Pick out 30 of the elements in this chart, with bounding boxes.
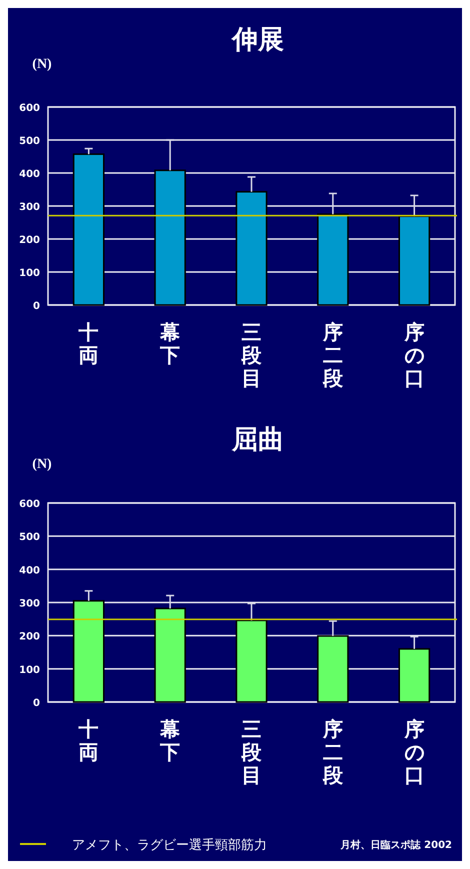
y-axis-title: (N) (32, 57, 52, 72)
y-tick-label: 300 (19, 202, 40, 213)
bar (154, 608, 186, 703)
y-tick-label: 500 (19, 532, 40, 544)
legend-label: アメフト、ラグビー選手頸部筋力 (72, 838, 267, 853)
y-tick-label: 200 (19, 632, 40, 643)
y-axis-title: (N) (32, 457, 52, 472)
y-tick-label: 500 (19, 136, 40, 147)
bar (72, 600, 105, 703)
bar (154, 170, 186, 306)
y-tick-label: 0 (33, 301, 40, 312)
y-tick-label: 600 (19, 103, 40, 114)
y-tick-label: 400 (19, 565, 40, 576)
chart-title: 伸展 (230, 25, 284, 55)
bar (398, 648, 430, 703)
text: 月村、日臨スポ誌 2002 (340, 839, 452, 851)
bar (236, 191, 268, 306)
bar (317, 635, 349, 703)
bar (398, 215, 430, 306)
y-tick-label: 100 (19, 664, 40, 676)
y-tick-label: 200 (19, 235, 40, 246)
chart-title: 屈曲 (231, 425, 284, 455)
y-tick-label: 300 (19, 598, 40, 610)
bar (72, 153, 105, 306)
y-tick-label: 0 (33, 698, 40, 709)
bar (236, 620, 268, 703)
y-tick-label: 100 (19, 268, 40, 279)
y-tick-label: 600 (19, 499, 40, 510)
y-tick-label: 400 (19, 169, 40, 180)
bar (317, 214, 349, 306)
